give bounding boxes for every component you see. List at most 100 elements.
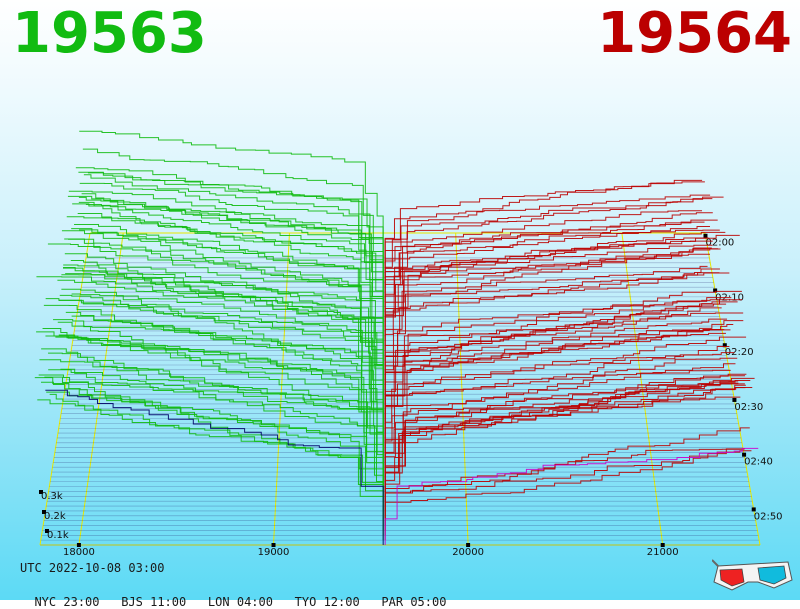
depth-tick-marker <box>45 529 49 533</box>
time-tick-label: 02:40 <box>744 457 773 468</box>
ask-depth-line <box>384 240 713 297</box>
bid-depth-line <box>57 279 384 395</box>
ask-depth-line <box>384 363 736 429</box>
ask-depth-line <box>384 450 752 531</box>
ask-depth-line <box>384 448 745 541</box>
tz-label-bjs: BJS <box>121 595 143 609</box>
ask-depth-line <box>384 329 725 419</box>
price-tick-label: 18000 <box>63 547 95 558</box>
3d-glasses-icon[interactable] <box>712 558 794 592</box>
bid-depth-line <box>41 381 384 536</box>
ask-depth-line <box>384 229 720 327</box>
bid-depth-line <box>63 264 384 404</box>
ask-depth-line <box>384 373 747 463</box>
depth-tick-label: 0.3k <box>41 491 63 502</box>
bid-depth-line <box>85 203 384 283</box>
tz-time-nyc: 23:00 <box>63 595 100 609</box>
time-tick-marker <box>742 452 747 457</box>
ask-depth-line <box>384 318 728 390</box>
bid-depth-line <box>43 304 384 482</box>
bid-depth-line <box>45 389 384 545</box>
ask-depth-line <box>384 244 713 293</box>
price-tick-marker <box>76 543 81 547</box>
bid-depth-line <box>68 238 384 346</box>
bid-depth-line <box>61 230 384 356</box>
ask-depth-line <box>384 290 742 375</box>
bid-depth-line <box>70 259 384 380</box>
bid-depth-line <box>81 193 384 327</box>
bid-depth-line <box>61 288 384 419</box>
bid-depth-line <box>67 195 384 293</box>
ask-depth-line <box>384 212 713 341</box>
ask-depth-line <box>384 336 747 453</box>
tz-label-par: PAR <box>381 595 404 609</box>
ask-depth-line <box>384 357 738 473</box>
bid-depth-line <box>78 229 384 322</box>
bid-depth-line <box>71 315 384 390</box>
tz-time-par: 05:00 <box>410 595 447 609</box>
time-tick-label: 02:50 <box>754 511 783 522</box>
time-tick-marker <box>703 233 708 238</box>
bid-depth-line <box>42 328 384 473</box>
ask-depth-line <box>384 382 739 502</box>
tz-time-tyo: 12:00 <box>323 595 360 609</box>
ask-depth-line <box>384 332 726 409</box>
bid-depth-line <box>57 321 384 448</box>
ask-depth-line <box>384 234 740 400</box>
ask-depth-line <box>384 196 724 307</box>
bid-depth-line <box>34 377 384 526</box>
price-tick-label: 20000 <box>452 547 484 558</box>
bid-price: 19563 <box>12 1 207 66</box>
bid-depth-line <box>74 224 384 341</box>
ask-depth-line <box>384 320 744 458</box>
grid-price-line <box>273 232 290 546</box>
utc-time: UTC 2022-10-08 03:00 <box>20 561 165 575</box>
ask-depth-line <box>384 427 750 521</box>
time-tick-marker <box>722 343 727 348</box>
ask-depth-line <box>384 369 731 424</box>
ask-depth-line <box>384 383 745 526</box>
ask-price: 19564 <box>597 1 792 66</box>
bid-depth-line <box>75 167 384 263</box>
bid-depth-line <box>61 274 384 409</box>
bid-depth-line <box>68 190 384 288</box>
tz-time-bjs: 11:00 <box>150 595 187 609</box>
ask-depth-line <box>384 301 738 448</box>
bid-depth-line <box>55 336 384 492</box>
price-tick-marker <box>466 543 471 547</box>
ask-depth-line <box>384 231 726 322</box>
depth-tick-marker <box>39 490 43 494</box>
depth-tick-label: 0.1k <box>47 530 69 541</box>
bid-depth-line <box>48 369 384 463</box>
ask-depth-line <box>384 194 711 258</box>
bid-depth-line <box>45 335 384 443</box>
bid-depth-line <box>78 196 384 302</box>
ask-depth-line <box>384 272 720 346</box>
ask-depth-line <box>384 179 703 263</box>
bid-depth-line <box>37 399 384 541</box>
depth-tick-marker <box>42 510 46 514</box>
ask-depth-line <box>384 299 743 434</box>
ask-depth-line <box>384 248 721 351</box>
ask-depth-line <box>384 312 744 404</box>
price-tick-label: 19000 <box>258 547 290 558</box>
tz-label-lon: LON <box>207 595 230 609</box>
tz-label-tyo: TYO <box>294 595 317 609</box>
ask-depth-line <box>384 299 720 380</box>
bid-depth-line <box>64 253 384 370</box>
ask-depth-line <box>384 387 746 516</box>
ask-depth-line <box>384 210 703 273</box>
time-tick-label: 02:00 <box>705 238 734 249</box>
time-tick-label: 02:30 <box>734 402 763 413</box>
ask-depth-line <box>384 307 722 370</box>
ask-depth-line <box>384 448 744 536</box>
bid-depth-line <box>78 201 384 297</box>
depth-lines <box>34 130 760 546</box>
ask-depth-line <box>384 345 730 443</box>
ask-depth-line <box>384 198 713 268</box>
ask-depth-line <box>384 380 739 477</box>
time-tick-marker <box>713 288 718 293</box>
price-tick-marker <box>271 543 276 547</box>
tz-label-nyc: NYC <box>34 595 57 609</box>
